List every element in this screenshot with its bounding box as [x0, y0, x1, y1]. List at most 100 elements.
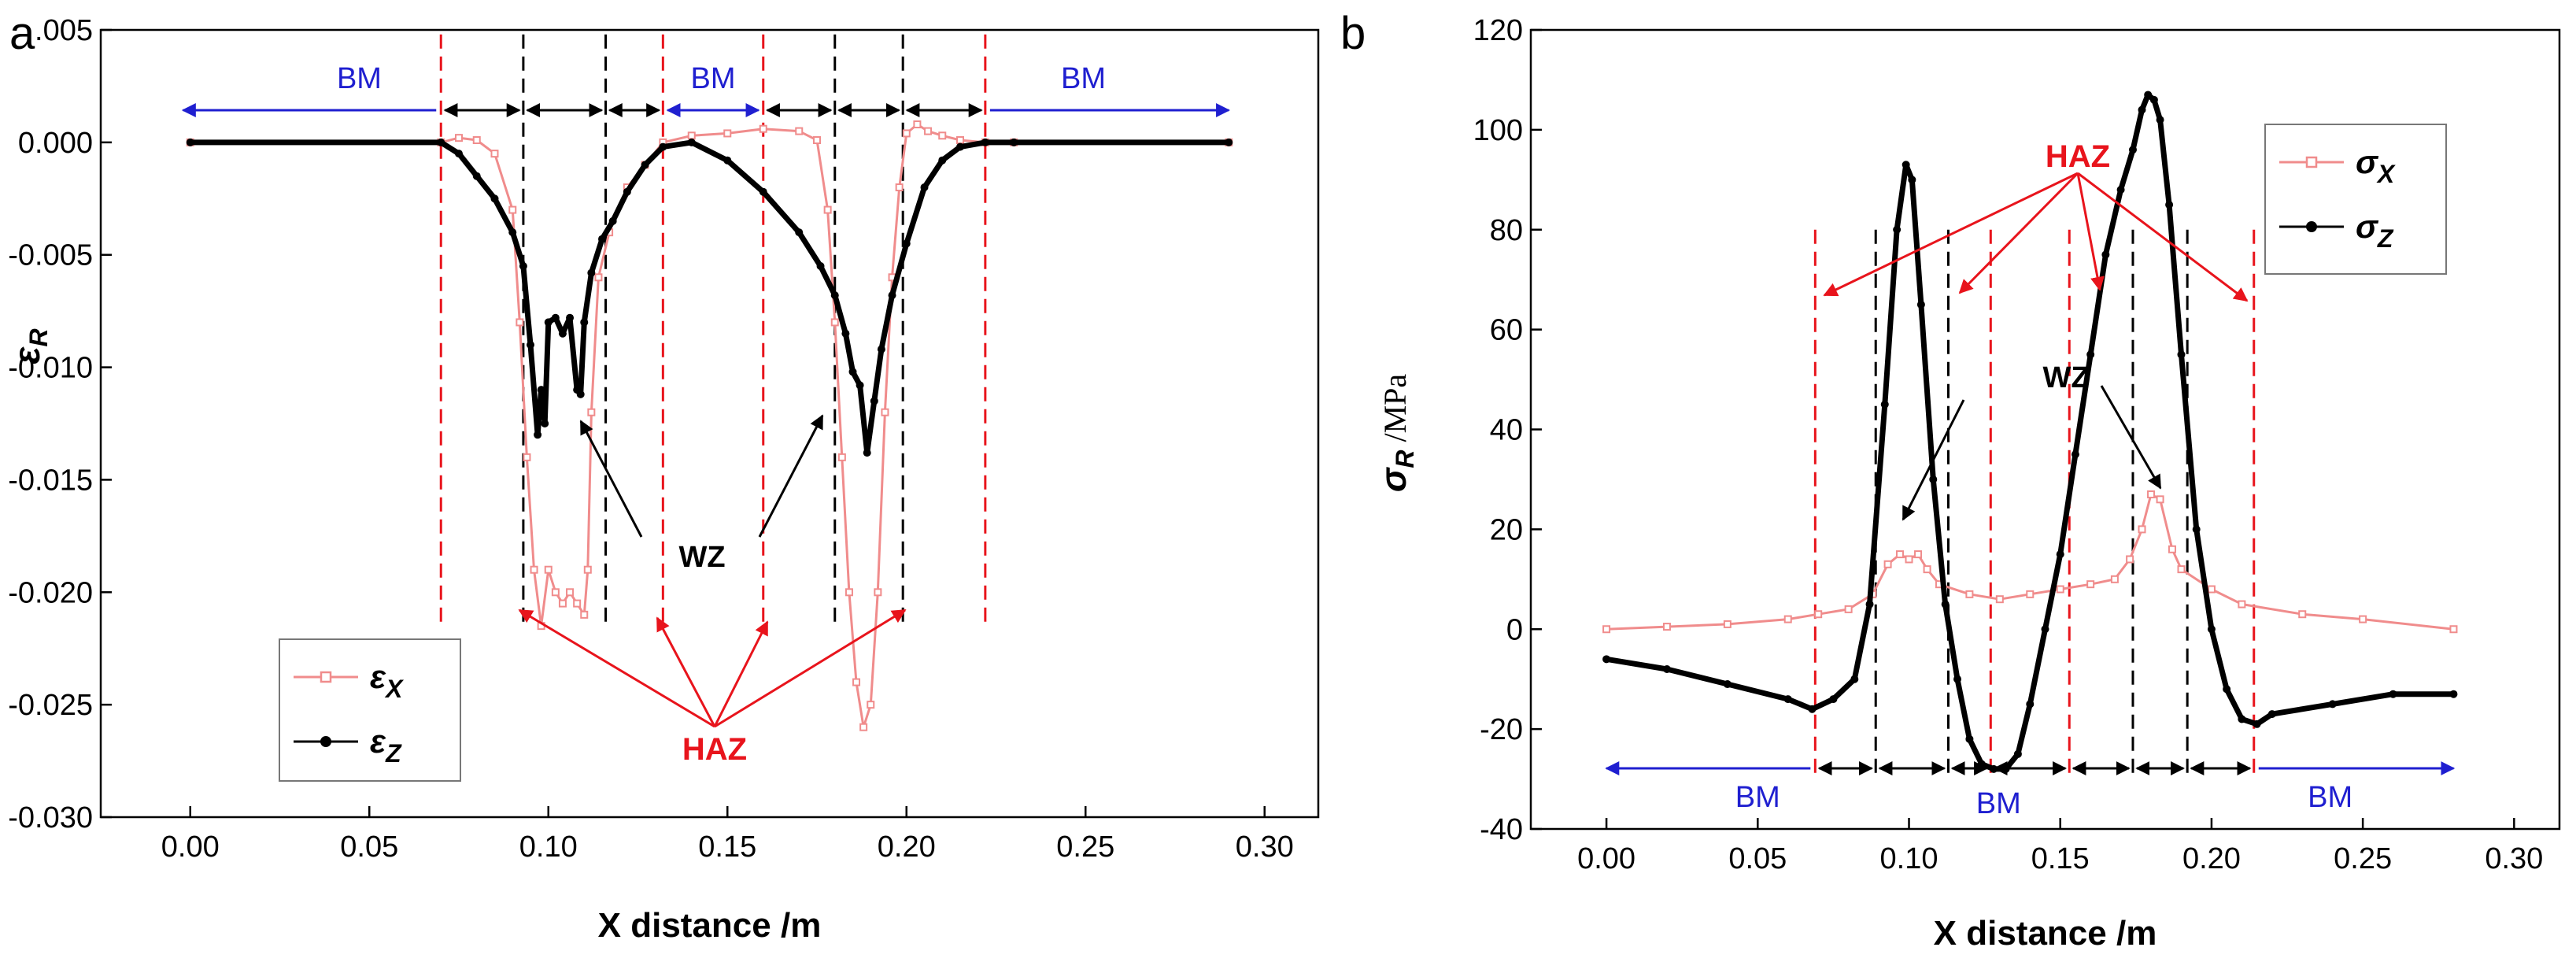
- data-point-x: [859, 723, 868, 731]
- data-point-x: [1905, 555, 1913, 564]
- legend-symbol: σ: [2356, 208, 2379, 245]
- data-point-x: [551, 588, 560, 597]
- data-point-x: [594, 273, 603, 282]
- data-point-z: [981, 138, 989, 146]
- data-point-x: [1895, 550, 1904, 559]
- x-tick-label: 0.00: [1577, 842, 1635, 875]
- data-point-x: [837, 453, 846, 461]
- legend-subscript: X: [2376, 160, 2396, 188]
- legend-symbol: σ: [2356, 143, 2379, 180]
- panel-letter: a: [9, 8, 35, 59]
- legend-label: σZ: [2356, 208, 2394, 253]
- data-point-z: [863, 449, 871, 457]
- data-point-z: [566, 313, 575, 322]
- legend-subscript: X: [384, 675, 404, 703]
- data-point-z: [2267, 710, 2276, 719]
- data-point-x: [913, 120, 922, 128]
- data-point-z: [1602, 655, 1611, 664]
- data-point-z: [2128, 146, 2137, 154]
- data-point-z: [2165, 201, 2174, 209]
- data-point-x: [830, 318, 839, 327]
- data-point-z: [1865, 600, 1874, 609]
- data-point-z: [587, 268, 596, 277]
- data-point-x: [508, 205, 517, 214]
- wz-label: WZ: [678, 541, 725, 574]
- haz-arrow: [2076, 172, 2105, 291]
- data-point-z: [2071, 450, 2079, 459]
- data-point-x: [874, 588, 882, 597]
- y-tick-label: 120: [1473, 14, 1523, 47]
- x-axis-label: X distance /m: [598, 906, 822, 945]
- series-line-z: [190, 139, 1229, 456]
- data-point-x: [573, 599, 582, 608]
- data-point-z: [558, 329, 567, 338]
- data-point-z: [186, 138, 194, 146]
- y-tick-label: 40: [1490, 414, 1523, 447]
- legend-swatch-marker: [320, 671, 332, 683]
- y-axis-label: εR: [6, 328, 53, 364]
- y-tick-label: -0.030: [8, 801, 93, 834]
- data-point-z: [1893, 225, 1902, 234]
- wz-arrow: [758, 414, 824, 538]
- legend-swatch-marker: [320, 736, 331, 747]
- data-point-x: [2026, 590, 2035, 598]
- data-point-z: [537, 386, 545, 394]
- bm-label: BM: [2308, 781, 2352, 814]
- x-tick-label: 0.05: [1728, 842, 1787, 875]
- x-tick-label: 0.30: [1236, 831, 1294, 864]
- data-point-x: [895, 183, 904, 191]
- data-point-x: [2086, 580, 2095, 589]
- legend-symbol: ε: [370, 658, 386, 695]
- data-point-z: [848, 368, 857, 376]
- data-point-z: [541, 420, 549, 427]
- y-tick-label: .005: [35, 14, 93, 47]
- plot-frame: [99, 28, 1320, 819]
- y-tick-label: 100: [1473, 114, 1523, 147]
- data-point-z: [659, 142, 667, 151]
- data-point-z: [2056, 550, 2064, 559]
- y-tick-label: 0.000: [18, 127, 93, 160]
- data-point-z: [2156, 116, 2164, 124]
- data-point-x: [1602, 625, 1611, 634]
- data-point-z: [580, 318, 589, 327]
- data-point-z: [1829, 695, 1838, 704]
- data-point-z: [877, 345, 885, 353]
- data-point-x: [938, 131, 947, 140]
- legend-box: [2264, 124, 2447, 275]
- legend-subscript: Z: [385, 739, 402, 768]
- y-axis-subscript: R: [24, 328, 53, 346]
- bm-label: BM: [691, 62, 736, 95]
- haz-arrow: [713, 620, 769, 727]
- chart-a: a 0.00 0.05 0.10 0.15 0.20 0.25 0.30 .005 0.000 -0…: [6, 8, 1320, 945]
- data-point-z: [2116, 186, 2125, 194]
- bm-label: BM: [1061, 62, 1106, 95]
- data-point-z: [816, 262, 825, 270]
- data-point-x: [566, 588, 575, 597]
- data-point-x: [2156, 495, 2164, 504]
- data-point-x: [1995, 595, 2004, 604]
- y-tick-label: 60: [1490, 314, 1523, 347]
- data-point-z: [455, 150, 463, 158]
- data-point-x: [523, 453, 531, 461]
- data-point-x: [2177, 565, 2186, 574]
- data-point-z: [1908, 176, 1916, 184]
- data-point-z: [2086, 350, 2095, 359]
- data-point-x: [881, 408, 889, 416]
- data-point-x: [2138, 525, 2146, 534]
- data-point-z: [1902, 161, 1910, 169]
- data-point-x: [472, 136, 481, 144]
- data-point-x: [867, 701, 875, 709]
- data-point-x: [1883, 560, 1892, 568]
- data-point-z: [1723, 680, 1732, 689]
- data-point-z: [598, 235, 606, 243]
- data-point-x: [924, 127, 933, 135]
- data-point-z: [902, 239, 911, 248]
- legend-subscript: Z: [2377, 224, 2394, 253]
- data-point-x: [1965, 590, 1974, 598]
- y-axis-subscript: R: [1391, 450, 1419, 468]
- haz-label: HAZ: [2046, 139, 2110, 174]
- data-point-z: [1977, 760, 1986, 768]
- data-point-z: [2149, 95, 2158, 104]
- data-point-x: [587, 408, 596, 416]
- data-point-x: [813, 136, 821, 144]
